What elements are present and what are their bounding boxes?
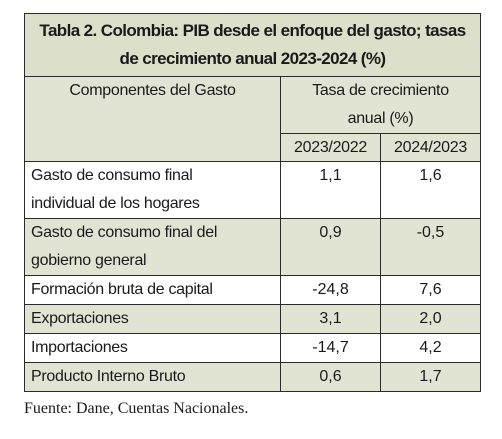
row-value-2024: 1,6 bbox=[380, 161, 481, 219]
row-label: Formación bruta de capital bbox=[24, 275, 281, 305]
row-value-2024: 1,7 bbox=[380, 362, 481, 392]
row-value-2023: 1,1 bbox=[280, 161, 381, 219]
row-value-2024: 2,0 bbox=[380, 304, 481, 334]
header-components-label: Componentes del Gasto bbox=[69, 82, 236, 99]
header-row: Componentes del Gasto Tasa de crecimient… bbox=[24, 76, 481, 162]
table-row: Gasto de consumo final del gobierno gene… bbox=[24, 218, 481, 276]
header-rate: Tasa de crecimiento anual (%) bbox=[280, 76, 481, 134]
row-label-line1: Gasto de consumo final bbox=[31, 167, 193, 184]
row-label: Producto Interno Bruto bbox=[24, 362, 281, 392]
subheader-row: 2023/2022 2024/2023 bbox=[25, 133, 481, 162]
header-rate-line2: anual (%) bbox=[347, 110, 414, 127]
table-row: Exportaciones 3,1 2,0 bbox=[24, 304, 481, 334]
table-title: Tabla 2. Colombia: PIB desde el enfoque … bbox=[24, 13, 481, 77]
row-value-2023: 3,1 bbox=[280, 304, 381, 334]
row-label-line1: Gasto de consumo final del bbox=[31, 224, 218, 241]
table-row: Gasto de consumo final individual de los… bbox=[24, 161, 481, 219]
row-label: Importaciones bbox=[24, 333, 281, 363]
table-title-line2: de crecimiento anual 2023-2024 (%) bbox=[119, 49, 387, 68]
row-value-2023: -24,8 bbox=[280, 275, 381, 305]
row-value-2024: 7,6 bbox=[380, 275, 481, 305]
table-container: Tabla 2. Colombia: PIB desde el enfoque … bbox=[24, 13, 481, 392]
row-value-2023: 0,9 bbox=[280, 218, 381, 276]
table-title-line1: Tabla 2. Colombia: PIB desde el enfoque … bbox=[39, 21, 466, 40]
table-row: Importaciones -14,7 4,2 bbox=[24, 333, 481, 363]
row-value-2024: 4,2 bbox=[380, 333, 481, 363]
title-row: Tabla 2. Colombia: PIB desde el enfoque … bbox=[24, 13, 481, 77]
header-year2: 2024/2023 bbox=[380, 133, 481, 162]
row-label: Exportaciones bbox=[24, 304, 281, 334]
row-label: Gasto de consumo final del gobierno gene… bbox=[24, 218, 281, 276]
table-row: Formación bruta de capital -24,8 7,6 bbox=[24, 275, 481, 305]
row-label: Gasto de consumo final individual de los… bbox=[24, 161, 281, 219]
source-note: Fuente: Dane, Cuentas Nacionales. bbox=[24, 400, 249, 417]
row-value-2023: -14,7 bbox=[280, 333, 381, 363]
table-row: Producto Interno Bruto 0,6 1,7 bbox=[24, 362, 481, 392]
row-label-line2: individual de los hogares bbox=[31, 195, 200, 212]
row-value-2023: 0,6 bbox=[280, 362, 381, 392]
row-label-line2: gobierno general bbox=[31, 252, 147, 269]
row-value-2024: -0,5 bbox=[380, 218, 481, 276]
header-components: Componentes del Gasto bbox=[24, 76, 281, 162]
header-year1: 2023/2022 bbox=[280, 133, 381, 162]
header-rate-line1: Tasa de crecimiento bbox=[312, 82, 449, 99]
gdp-expenditure-table: Tabla 2. Colombia: PIB desde el enfoque … bbox=[24, 13, 481, 392]
